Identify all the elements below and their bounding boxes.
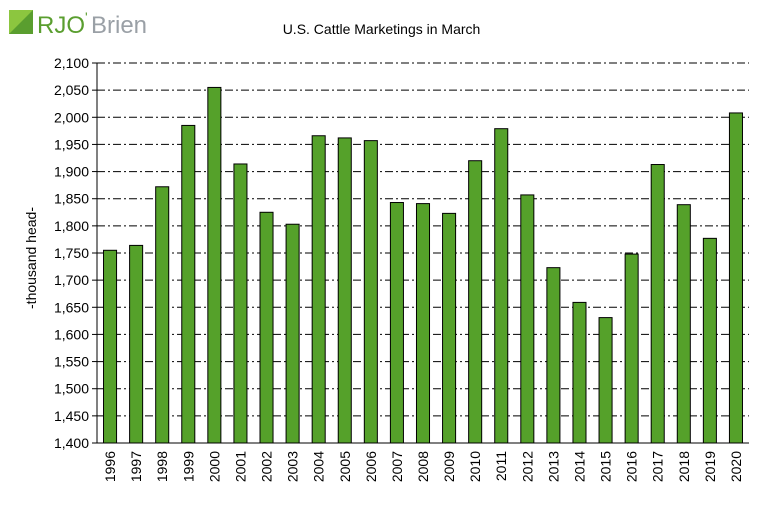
y-tick-label: 1,950 <box>54 136 89 152</box>
bar-2014 <box>572 301 587 444</box>
bar-1998 <box>155 186 170 444</box>
bar-2015 <box>598 317 613 444</box>
bar-2007 <box>389 202 404 444</box>
x-tick-label: 2006 <box>363 451 379 482</box>
bar-2011 <box>494 128 509 444</box>
x-tick-label: 2002 <box>259 451 275 482</box>
bar-2008 <box>415 203 431 444</box>
y-tick-label: 1,400 <box>54 435 89 451</box>
x-tick-label: 2018 <box>676 451 692 482</box>
x-tick-label: 2005 <box>337 451 353 482</box>
y-tick-label: 2,000 <box>54 109 89 125</box>
y-tick-label: 1,850 <box>54 191 89 207</box>
bar-1996 <box>103 249 118 444</box>
rjo-brien-logo: RJO ' Brien <box>9 9 147 39</box>
x-tick-label: 1996 <box>102 451 118 482</box>
x-tick-label: 2003 <box>285 451 301 482</box>
y-axis-label: -thousand head- <box>23 207 39 309</box>
y-tick-label: 1,700 <box>54 272 89 288</box>
x-tick-label: 2017 <box>650 451 666 482</box>
y-tick-label: 1,750 <box>54 245 89 261</box>
x-tick-label: 2010 <box>467 451 483 482</box>
logo-apostrophe: ' <box>85 9 88 25</box>
y-tick-label: 1,450 <box>54 408 89 424</box>
logo-rjo-text: RJO <box>37 12 85 39</box>
y-tick-label: 2,050 <box>54 82 89 98</box>
x-tick-label: 2020 <box>728 451 744 482</box>
bar-2009 <box>442 212 457 444</box>
bar-2010 <box>468 160 483 444</box>
x-tick-label: 2011 <box>493 451 509 481</box>
y-tick-label: 1,550 <box>54 354 89 370</box>
bar-2020 <box>728 112 743 444</box>
bar-1997 <box>129 244 144 444</box>
y-tick-label: 1,600 <box>54 326 89 342</box>
x-tick-label: 2008 <box>415 451 431 482</box>
x-tick-label: 2014 <box>571 451 587 482</box>
y-tick-label: 1,900 <box>54 164 89 180</box>
bar-2004 <box>311 135 326 444</box>
bar-2005 <box>337 137 352 444</box>
bar-2006 <box>363 140 378 444</box>
y-tick-label: 2,100 <box>54 55 89 71</box>
y-tick-label: 1,800 <box>54 218 89 234</box>
bar-2016 <box>624 253 639 444</box>
x-tick-label: 2007 <box>389 451 405 482</box>
y-tick-labels: 1,400 1,450 1,500 1,550 1,600 1,650 1,700 1,750… <box>54 55 89 451</box>
x-tick-label: 1998 <box>154 451 170 482</box>
bar-2001 <box>233 163 248 444</box>
bars <box>103 86 743 444</box>
x-tick-label: 1997 <box>128 451 144 482</box>
bar-2019 <box>702 237 717 444</box>
bar-2000 <box>207 86 222 444</box>
bar-2017 <box>650 164 665 444</box>
x-tick-label: 2013 <box>545 451 561 482</box>
x-tick-labels: 1996 1997 1998 1999 2000 2001 2002 2003 2004 2005… <box>102 451 744 482</box>
logo-brien-text: Brien <box>91 12 147 39</box>
x-tick-label: 2000 <box>206 451 222 482</box>
x-tick-label: 1999 <box>180 451 196 482</box>
x-tick-label: 2016 <box>624 451 640 482</box>
x-tick-label: 2012 <box>519 451 535 482</box>
y-tick-label: 1,650 <box>54 299 89 315</box>
y-tick-label: 1,500 <box>54 381 89 397</box>
bar-2012 <box>520 194 535 444</box>
x-tick-label: 2004 <box>311 451 327 482</box>
bar-2002 <box>259 211 274 444</box>
x-tick-label: 2015 <box>598 451 614 482</box>
x-tick-label: 2019 <box>702 451 718 482</box>
axes <box>96 63 749 444</box>
chart-title: U.S. Cattle Marketings in March <box>282 21 481 37</box>
logo-mark-highlight <box>9 10 33 34</box>
x-tick-label: 2001 <box>232 451 248 482</box>
x-tick-label: 2009 <box>441 451 457 482</box>
bar-2018 <box>676 204 691 444</box>
bar-1999 <box>181 124 196 444</box>
bar-2013 <box>546 267 561 444</box>
bar-2003 <box>285 223 300 444</box>
